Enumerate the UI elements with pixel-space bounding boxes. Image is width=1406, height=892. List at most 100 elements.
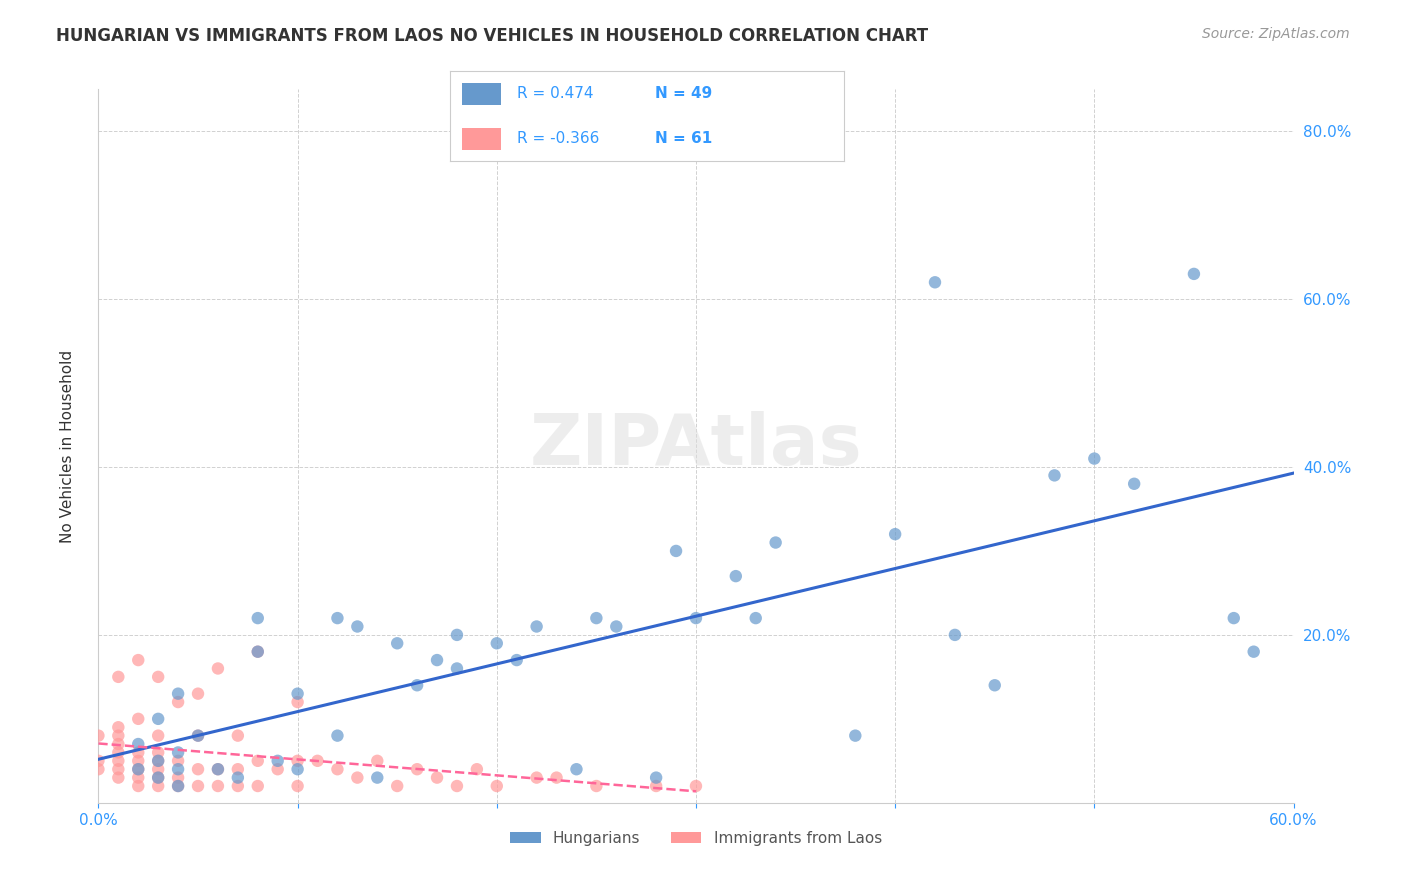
Point bbox=[148, 712, 170, 726]
Point bbox=[287, 762, 309, 776]
Point bbox=[187, 762, 209, 776]
Text: N = 49: N = 49 bbox=[655, 87, 711, 101]
Point bbox=[107, 737, 129, 751]
Point bbox=[844, 729, 866, 743]
Point bbox=[665, 544, 688, 558]
Point bbox=[167, 695, 190, 709]
Point bbox=[724, 569, 747, 583]
Point bbox=[326, 611, 349, 625]
Point bbox=[287, 779, 309, 793]
Point bbox=[148, 754, 170, 768]
Point bbox=[943, 628, 966, 642]
Point bbox=[167, 771, 190, 785]
Point bbox=[287, 687, 309, 701]
Point bbox=[884, 527, 907, 541]
Point bbox=[167, 687, 190, 701]
Point bbox=[107, 720, 129, 734]
Point bbox=[226, 771, 249, 785]
Point bbox=[485, 779, 508, 793]
Point bbox=[148, 771, 170, 785]
Point bbox=[187, 687, 209, 701]
Point bbox=[326, 762, 349, 776]
Point bbox=[246, 779, 269, 793]
Point bbox=[465, 762, 488, 776]
Point bbox=[187, 729, 209, 743]
Point bbox=[127, 653, 149, 667]
Point bbox=[765, 535, 787, 549]
Point bbox=[226, 779, 249, 793]
Point bbox=[167, 746, 190, 760]
Point bbox=[148, 754, 170, 768]
Point bbox=[267, 754, 290, 768]
Point bbox=[207, 762, 229, 776]
Point bbox=[406, 678, 429, 692]
FancyBboxPatch shape bbox=[461, 128, 501, 150]
Point bbox=[1223, 611, 1246, 625]
Point bbox=[546, 771, 568, 785]
Point bbox=[585, 779, 607, 793]
Point bbox=[446, 628, 468, 642]
Point bbox=[148, 771, 170, 785]
Point bbox=[745, 611, 768, 625]
Point bbox=[485, 636, 508, 650]
Point bbox=[1123, 476, 1146, 491]
Point bbox=[326, 729, 349, 743]
Point bbox=[226, 762, 249, 776]
Text: R = -0.366: R = -0.366 bbox=[517, 131, 599, 145]
Point bbox=[148, 779, 170, 793]
Point bbox=[167, 754, 190, 768]
FancyBboxPatch shape bbox=[461, 83, 501, 105]
Y-axis label: No Vehicles in Household: No Vehicles in Household bbox=[60, 350, 75, 542]
Point bbox=[107, 762, 129, 776]
Point bbox=[167, 762, 190, 776]
Text: ZIPAtlas: ZIPAtlas bbox=[530, 411, 862, 481]
Point bbox=[366, 754, 388, 768]
Text: Source: ZipAtlas.com: Source: ZipAtlas.com bbox=[1202, 27, 1350, 41]
Point bbox=[924, 275, 946, 289]
Point bbox=[127, 779, 149, 793]
Point bbox=[366, 771, 388, 785]
Point bbox=[1182, 267, 1205, 281]
Text: R = 0.474: R = 0.474 bbox=[517, 87, 593, 101]
Point bbox=[446, 779, 468, 793]
Point bbox=[187, 779, 209, 793]
Point bbox=[127, 762, 149, 776]
Point bbox=[1243, 645, 1265, 659]
Legend: Hungarians, Immigrants from Laos: Hungarians, Immigrants from Laos bbox=[503, 825, 889, 852]
Point bbox=[127, 771, 149, 785]
Point bbox=[426, 771, 449, 785]
Point bbox=[127, 762, 149, 776]
Point bbox=[685, 779, 707, 793]
Point bbox=[127, 712, 149, 726]
Point bbox=[385, 636, 409, 650]
Point bbox=[226, 729, 249, 743]
Point bbox=[207, 779, 229, 793]
Text: HUNGARIAN VS IMMIGRANTS FROM LAOS NO VEHICLES IN HOUSEHOLD CORRELATION CHART: HUNGARIAN VS IMMIGRANTS FROM LAOS NO VEH… bbox=[56, 27, 928, 45]
Point bbox=[87, 729, 110, 743]
Text: N = 61: N = 61 bbox=[655, 131, 711, 145]
Point bbox=[605, 619, 627, 633]
Point bbox=[267, 762, 290, 776]
Point bbox=[426, 653, 449, 667]
Point bbox=[148, 670, 170, 684]
Point bbox=[385, 779, 409, 793]
Point bbox=[645, 779, 668, 793]
Point bbox=[107, 670, 129, 684]
Point bbox=[526, 619, 548, 633]
Point bbox=[685, 611, 707, 625]
Point bbox=[167, 779, 190, 793]
Point bbox=[287, 754, 309, 768]
Point bbox=[346, 771, 368, 785]
Point bbox=[127, 746, 149, 760]
Point bbox=[307, 754, 329, 768]
Point bbox=[287, 695, 309, 709]
Point bbox=[187, 729, 209, 743]
Point bbox=[148, 746, 170, 760]
Point bbox=[585, 611, 607, 625]
Point bbox=[1043, 468, 1066, 483]
Point bbox=[207, 762, 229, 776]
Point bbox=[148, 762, 170, 776]
Point bbox=[246, 645, 269, 659]
Point bbox=[984, 678, 1007, 692]
Point bbox=[506, 653, 529, 667]
